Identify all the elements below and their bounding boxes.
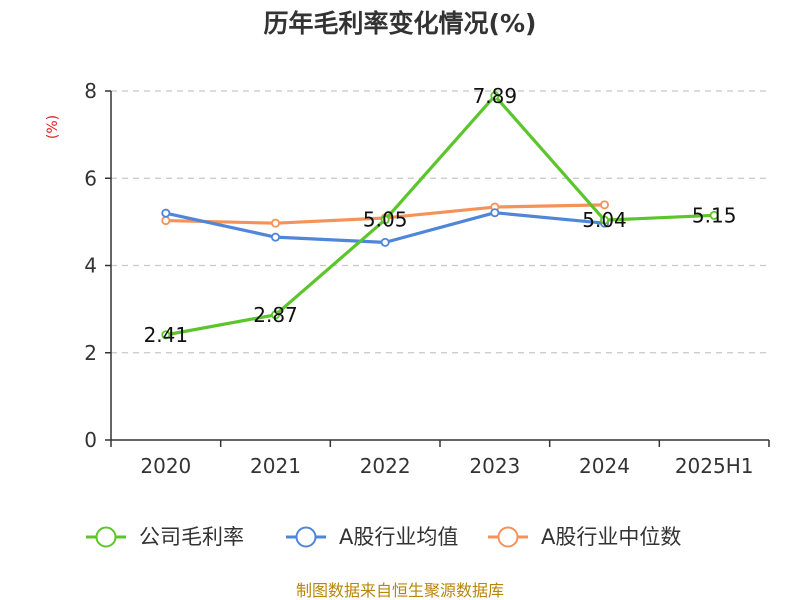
- data-point: [600, 200, 610, 210]
- data-point: [161, 216, 171, 226]
- legend-label: A股行业中位数: [541, 525, 681, 549]
- legend-marker: [497, 526, 519, 548]
- data-point: [270, 218, 280, 228]
- data-label: 2.41: [144, 323, 189, 347]
- data-point: [270, 310, 280, 320]
- y-axis-unit-label: (%): [45, 115, 61, 139]
- y-tick-label: 8: [84, 79, 97, 103]
- data-point: [161, 208, 171, 218]
- data-point: [709, 210, 719, 220]
- series-line: [164, 94, 716, 337]
- data-point: [490, 91, 500, 101]
- legend-label: A股行业均值: [339, 525, 458, 549]
- source-note: 制图数据来自恒生聚源数据库: [296, 581, 504, 600]
- data-labels: 2.41 2.87 5.05 7.89 5.04 5.15: [144, 84, 737, 347]
- legend-marker: [95, 526, 117, 548]
- data-label: 5.04: [582, 208, 627, 232]
- legend-item: A股行业中位数: [488, 525, 681, 549]
- legend-item: 公司毛利率: [86, 525, 244, 549]
- data-point: [600, 215, 610, 225]
- data-point: [490, 208, 500, 218]
- legend: 公司毛利率 A股行业均值 A股行业中位数: [86, 525, 681, 549]
- axes: 0 2 4 6 8 2020 2021 2022 2023 2024 2025H1: [84, 79, 770, 478]
- x-tick-label: 2025H1: [675, 454, 754, 478]
- legend-item: A股行业均值: [286, 525, 458, 549]
- legend-label: 公司毛利率: [139, 525, 244, 549]
- x-tick-label: 2024: [579, 454, 630, 478]
- series-layer: [161, 91, 719, 340]
- data-label: 5.05: [363, 208, 408, 232]
- data-point: [270, 232, 280, 242]
- y-tick-label: 2: [84, 341, 97, 365]
- x-tick-label: 2020: [140, 454, 191, 478]
- data-point: [380, 215, 390, 225]
- x-tick-label: 2023: [469, 454, 520, 478]
- y-tick-label: 4: [84, 254, 97, 278]
- data-label: 7.89: [473, 84, 518, 108]
- y-tick-label: 0: [84, 428, 97, 452]
- y-tick-label: 6: [84, 166, 97, 190]
- data-point: [380, 237, 390, 247]
- data-point: [161, 330, 171, 340]
- legend-marker: [295, 526, 317, 548]
- x-tick-label: 2022: [360, 454, 411, 478]
- chart-title: 历年毛利率变化情况(%): [263, 9, 537, 38]
- x-tick-label: 2021: [250, 454, 301, 478]
- data-label: 2.87: [253, 303, 298, 327]
- data-label: 5.15: [692, 203, 737, 227]
